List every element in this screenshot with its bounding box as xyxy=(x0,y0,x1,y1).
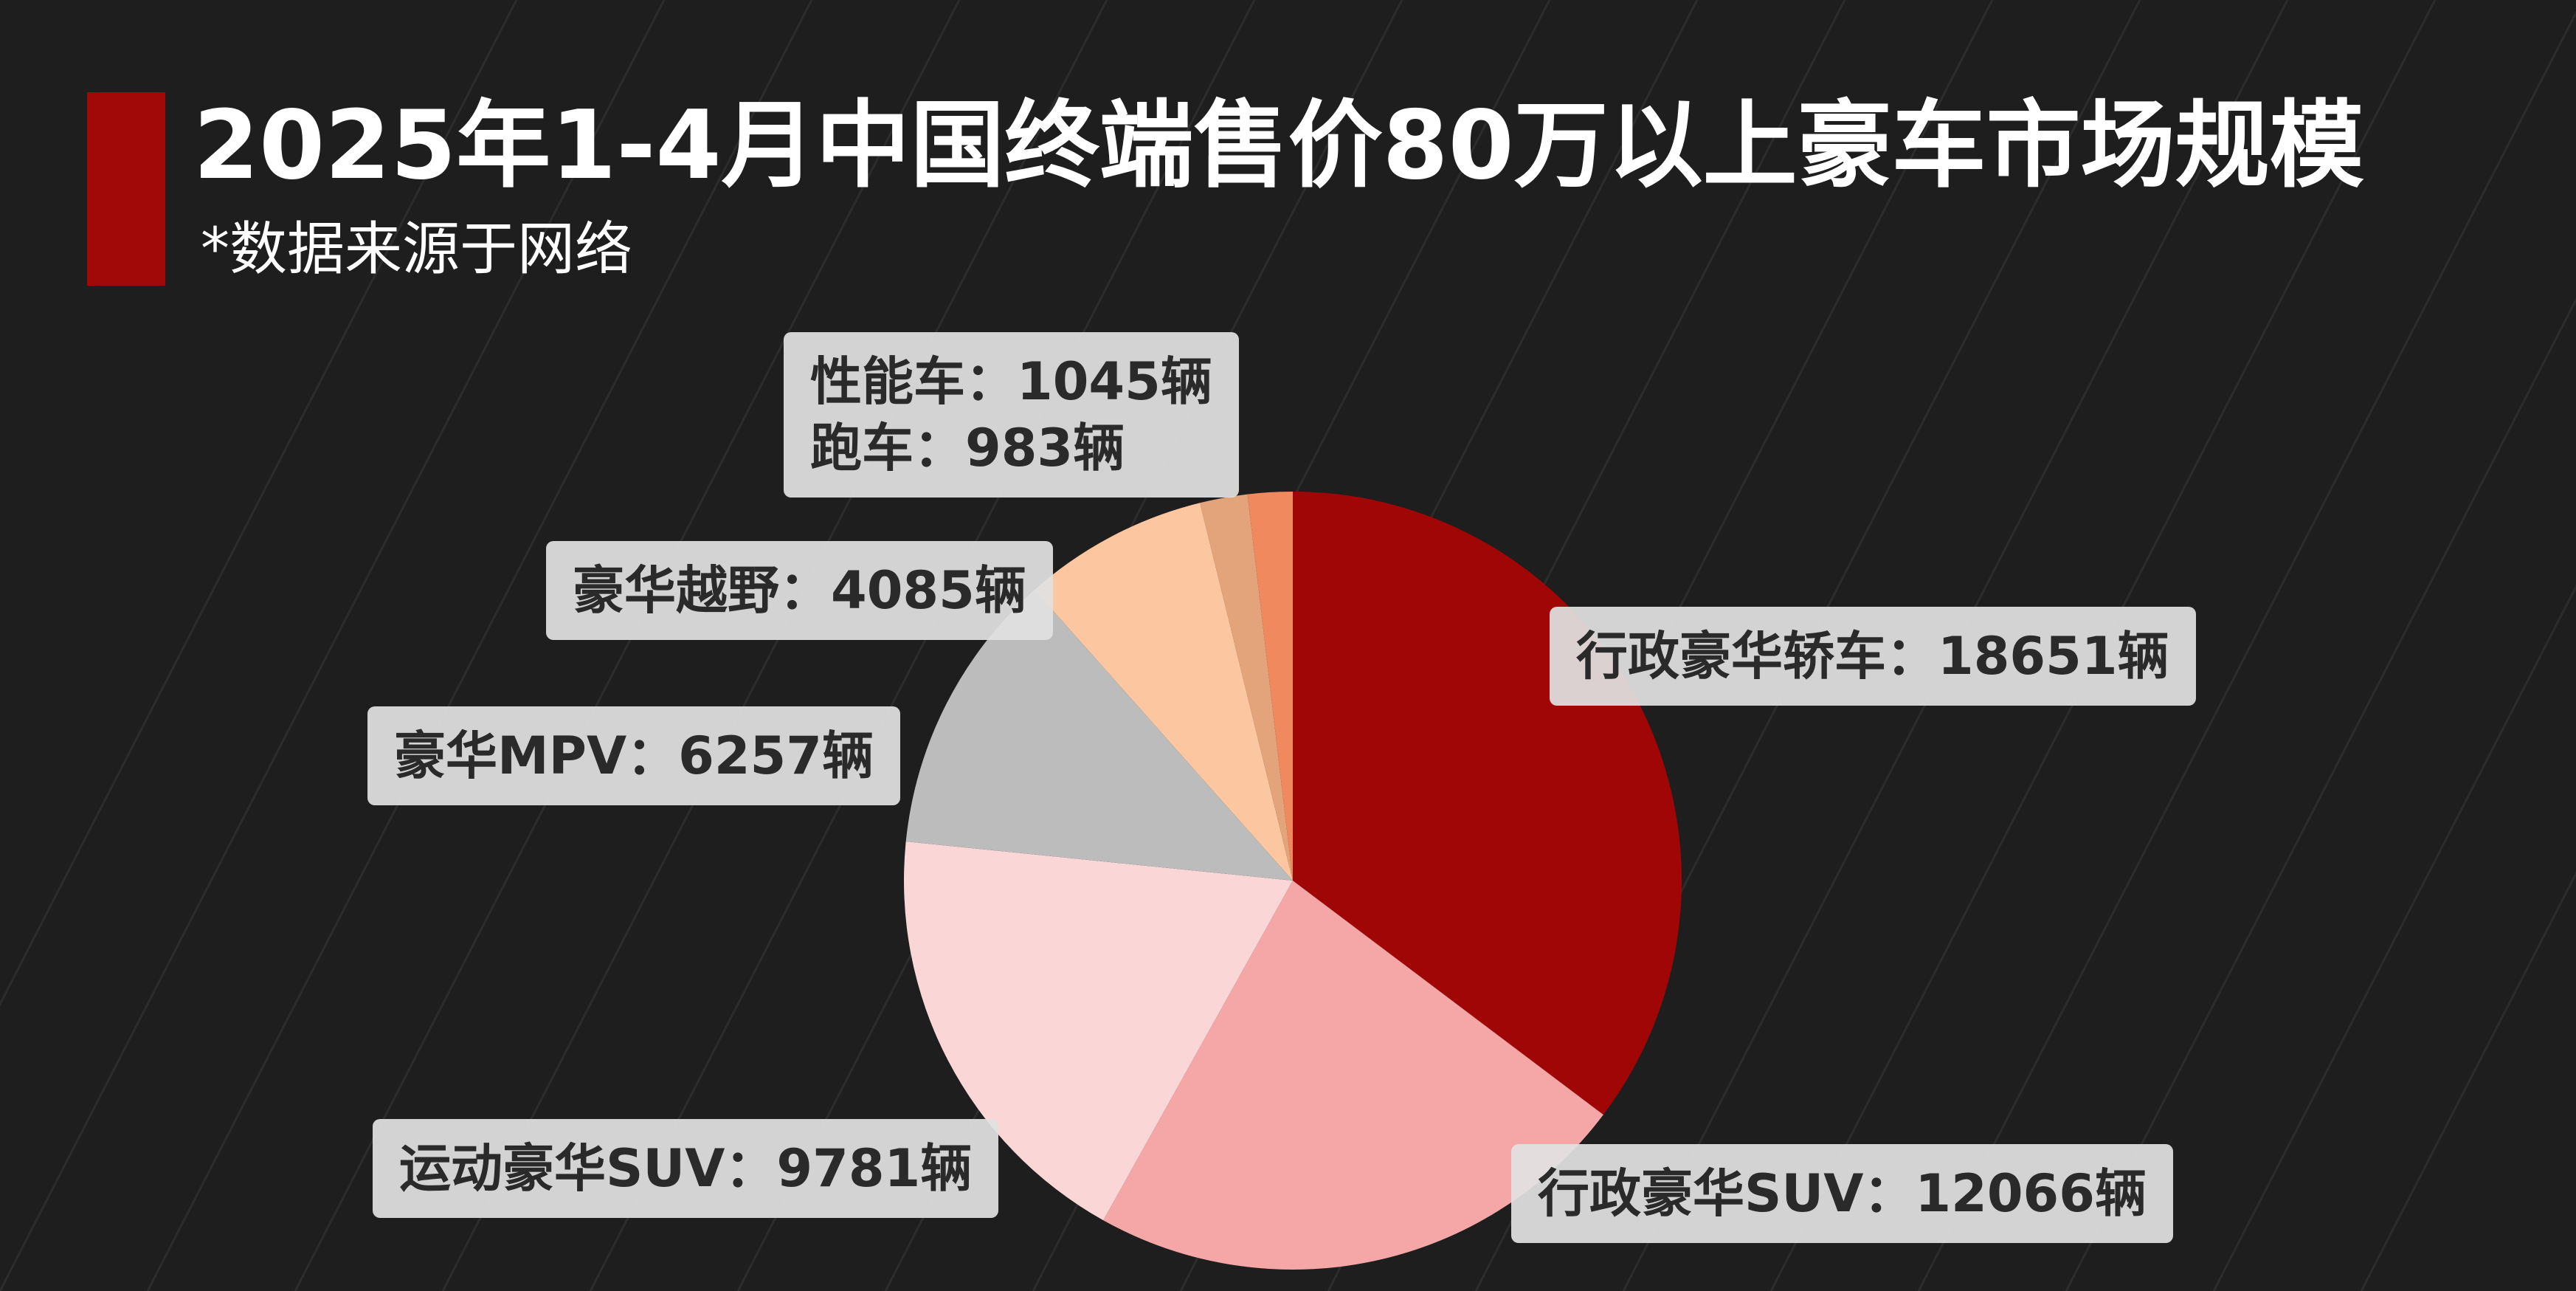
pie-slice-sports xyxy=(1247,492,1293,881)
label-performance-and-sports: 性能车：1045辆 跑车：983辆 xyxy=(784,332,1239,498)
label-luxury-offroad: 豪华越野：4085辆 xyxy=(546,541,1053,640)
page-title: 2025年1-4月中国终端售价80万以上豪车市场规模 xyxy=(193,91,2364,201)
source-note: *数据来源于网络 xyxy=(201,216,633,283)
label-executive-sedan: 行政豪华轿车：18651辆 xyxy=(1550,607,2196,706)
pie-slice-performance xyxy=(1200,494,1293,881)
pie-slice-executive-suv xyxy=(1103,881,1603,1270)
label-executive-suv: 行政豪华SUV：12066辆 xyxy=(1511,1144,2173,1243)
title-accent-bar xyxy=(87,92,165,286)
pie-slice-sport-suv xyxy=(904,841,1293,1221)
pie-slice-luxury-mpv xyxy=(905,590,1293,881)
label-performance: 性能车：1045辆 xyxy=(810,351,1212,412)
pie-slice-luxury-offroad xyxy=(1034,503,1293,881)
label-sport-suv: 运动豪华SUV：9781辆 xyxy=(373,1119,999,1218)
label-sports: 跑车：983辆 xyxy=(810,418,1125,478)
label-luxury-mpv: 豪华MPV：6257辆 xyxy=(367,706,900,805)
